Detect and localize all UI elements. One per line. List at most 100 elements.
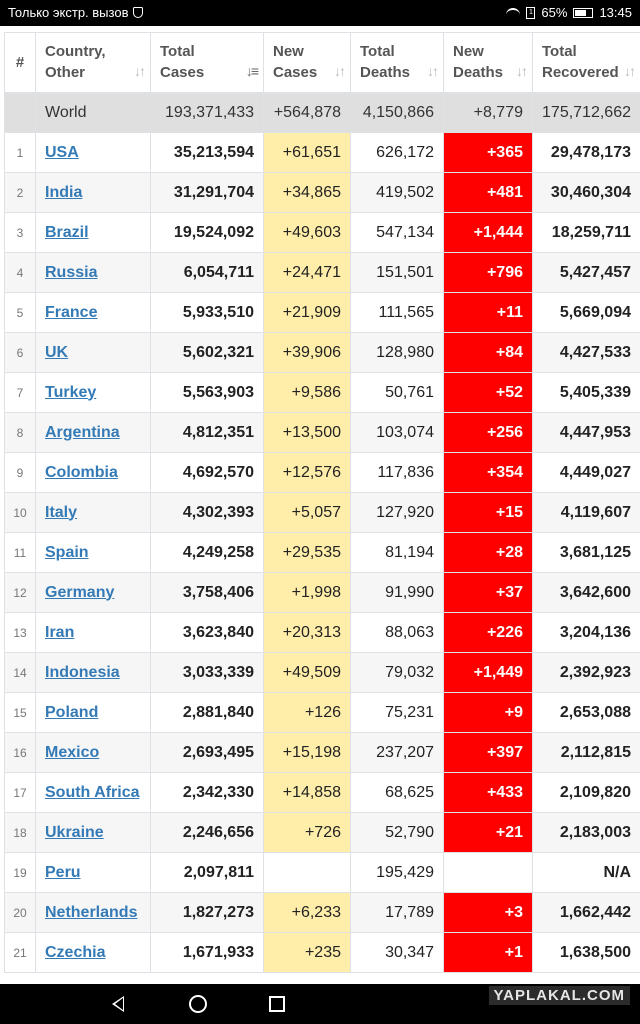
country-link[interactable]: Mexico xyxy=(45,743,100,761)
country-link[interactable]: Argentina xyxy=(45,423,120,441)
new-deaths-cell: +433 xyxy=(443,772,533,813)
recent-apps-icon[interactable] xyxy=(269,996,285,1012)
header-country-line1: Country, xyxy=(45,43,106,61)
total-deaths-cell: 103,074 xyxy=(350,412,444,453)
row-index: 4 xyxy=(4,252,36,293)
total-deaths-cell: 17,789 xyxy=(350,892,444,933)
total-cases-cell: 3,623,840 xyxy=(150,612,264,653)
country-cell: Turkey xyxy=(35,372,151,413)
total-recovered-cell: 1,662,442 xyxy=(532,892,640,933)
total-recovered-cell: 2,112,815 xyxy=(532,732,640,773)
header-total-deaths-line1: Total xyxy=(360,43,395,61)
new-cases-cell: +1,998 xyxy=(263,572,351,613)
table-row: 16 Mexico 2,693,495 +15,198 237,207 +397 2,112… xyxy=(4,732,640,773)
header-new-deaths[interactable]: New Deaths ↓↑ xyxy=(443,32,533,94)
new-cases-cell: +49,509 xyxy=(263,652,351,693)
country-cell: Spain xyxy=(35,532,151,573)
country-cell: Netherlands xyxy=(35,892,151,933)
country-cell: Ukraine xyxy=(35,812,151,853)
header-new-cases-line1: New xyxy=(273,43,304,61)
table-row: 6 UK 5,602,321 +39,906 128,980 +84 4,427,533 xyxy=(4,332,640,373)
header-total-deaths[interactable]: Total Deaths ↓↑ xyxy=(350,32,444,94)
country-link[interactable]: Poland xyxy=(45,703,99,721)
country-link[interactable]: Colombia xyxy=(45,463,118,481)
country-link[interactable]: Brazil xyxy=(45,223,89,241)
country-link[interactable]: Turkey xyxy=(45,383,97,401)
total-cases-cell: 1,671,933 xyxy=(150,932,264,973)
country-link[interactable]: Russia xyxy=(45,263,98,281)
table-row: 17 South Africa 2,342,330 +14,858 68,625 +433… xyxy=(4,772,640,813)
table-row: 21 Czechia 1,671,933 +235 30,347 +1 1,638,500 xyxy=(4,932,640,973)
header-total-cases[interactable]: Total Cases ↓≡ xyxy=(150,32,264,94)
row-index: 5 xyxy=(4,292,36,333)
country-link[interactable]: Italy xyxy=(45,503,78,521)
row-index: 3 xyxy=(4,212,36,253)
new-deaths-cell: +226 xyxy=(443,612,533,653)
total-recovered-cell: 2,183,003 xyxy=(532,812,640,853)
row-index: 16 xyxy=(4,732,36,773)
row-index: 14 xyxy=(4,652,36,693)
row-index: 15 xyxy=(4,692,36,733)
header-total-cases-line2: Cases xyxy=(160,64,205,82)
world-total-recovered: 175,712,662 xyxy=(532,92,640,133)
country-link[interactable]: USA xyxy=(45,143,79,161)
sort-icon[interactable]: ↓↑ xyxy=(427,63,439,79)
country-link[interactable]: Germany xyxy=(45,583,115,601)
world-label: World xyxy=(35,92,151,133)
back-icon[interactable] xyxy=(112,996,124,1012)
new-cases-cell: +24,471 xyxy=(263,252,351,293)
country-link[interactable]: Peru xyxy=(45,863,81,881)
home-icon[interactable] xyxy=(189,995,207,1013)
new-cases-cell: +726 xyxy=(263,812,351,853)
total-cases-cell: 1,827,273 xyxy=(150,892,264,933)
country-link[interactable]: Czechia xyxy=(45,943,106,961)
header-country[interactable]: Country, Other ↓↑ xyxy=(35,32,151,94)
table-row: 20 Netherlands 1,827,273 +6,233 17,789 +3 1,66… xyxy=(4,892,640,933)
header-total-recovered[interactable]: Total Recovered ↓↑ xyxy=(532,32,640,94)
table-row: 7 Turkey 5,563,903 +9,586 50,761 +52 5,405,339 xyxy=(4,372,640,413)
country-cell: Brazil xyxy=(35,212,151,253)
row-index: 19 xyxy=(4,852,36,893)
country-cell: Russia xyxy=(35,252,151,293)
country-link[interactable]: Spain xyxy=(45,543,89,561)
total-deaths-cell: 128,980 xyxy=(350,332,444,373)
country-link[interactable]: France xyxy=(45,303,98,321)
status-bar: Только экстр. вызов 1 65% 13:45 xyxy=(0,0,640,26)
country-link[interactable]: Iran xyxy=(45,623,75,641)
sort-icon[interactable]: ↓↑ xyxy=(134,63,146,79)
total-deaths-cell: 419,502 xyxy=(350,172,444,213)
header-new-cases[interactable]: New Cases ↓↑ xyxy=(263,32,351,94)
table-row: 19 Peru 2,097,811 195,429 N/A xyxy=(4,852,640,893)
country-link[interactable]: India xyxy=(45,183,83,201)
total-recovered-cell: 4,447,953 xyxy=(532,412,640,453)
total-cases-cell: 4,812,351 xyxy=(150,412,264,453)
new-cases-cell: +12,576 xyxy=(263,452,351,493)
country-link[interactable]: UK xyxy=(45,343,69,361)
world-index xyxy=(4,92,36,133)
sort-desc-icon[interactable]: ↓≡ xyxy=(245,63,259,79)
total-recovered-cell: 1,638,500 xyxy=(532,932,640,973)
clock: 13:45 xyxy=(599,5,632,20)
world-new-deaths: +8,779 xyxy=(443,92,533,133)
table-row: 4 Russia 6,054,711 +24,471 151,501 +796 5,427,… xyxy=(4,252,640,293)
country-cell: Indonesia xyxy=(35,652,151,693)
row-index: 7 xyxy=(4,372,36,413)
sort-icon[interactable]: ↓↑ xyxy=(624,63,636,79)
country-link[interactable]: Indonesia xyxy=(45,663,120,681)
total-deaths-cell: 52,790 xyxy=(350,812,444,853)
new-cases-cell: +21,909 xyxy=(263,292,351,333)
country-link[interactable]: Netherlands xyxy=(45,903,138,921)
country-cell: Italy xyxy=(35,492,151,533)
new-deaths-cell: +15 xyxy=(443,492,533,533)
new-deaths-cell: +21 xyxy=(443,812,533,853)
new-deaths-cell: +1,449 xyxy=(443,652,533,693)
country-link[interactable]: Ukraine xyxy=(45,823,104,841)
new-cases-cell: +61,651 xyxy=(263,132,351,173)
total-cases-cell: 4,302,393 xyxy=(150,492,264,533)
total-deaths-cell: 30,347 xyxy=(350,932,444,973)
country-link[interactable]: South Africa xyxy=(45,783,140,801)
new-cases-cell: +49,603 xyxy=(263,212,351,253)
new-cases-cell: +29,535 xyxy=(263,532,351,573)
sort-icon[interactable]: ↓↑ xyxy=(516,63,528,79)
sort-icon[interactable]: ↓↑ xyxy=(334,63,346,79)
